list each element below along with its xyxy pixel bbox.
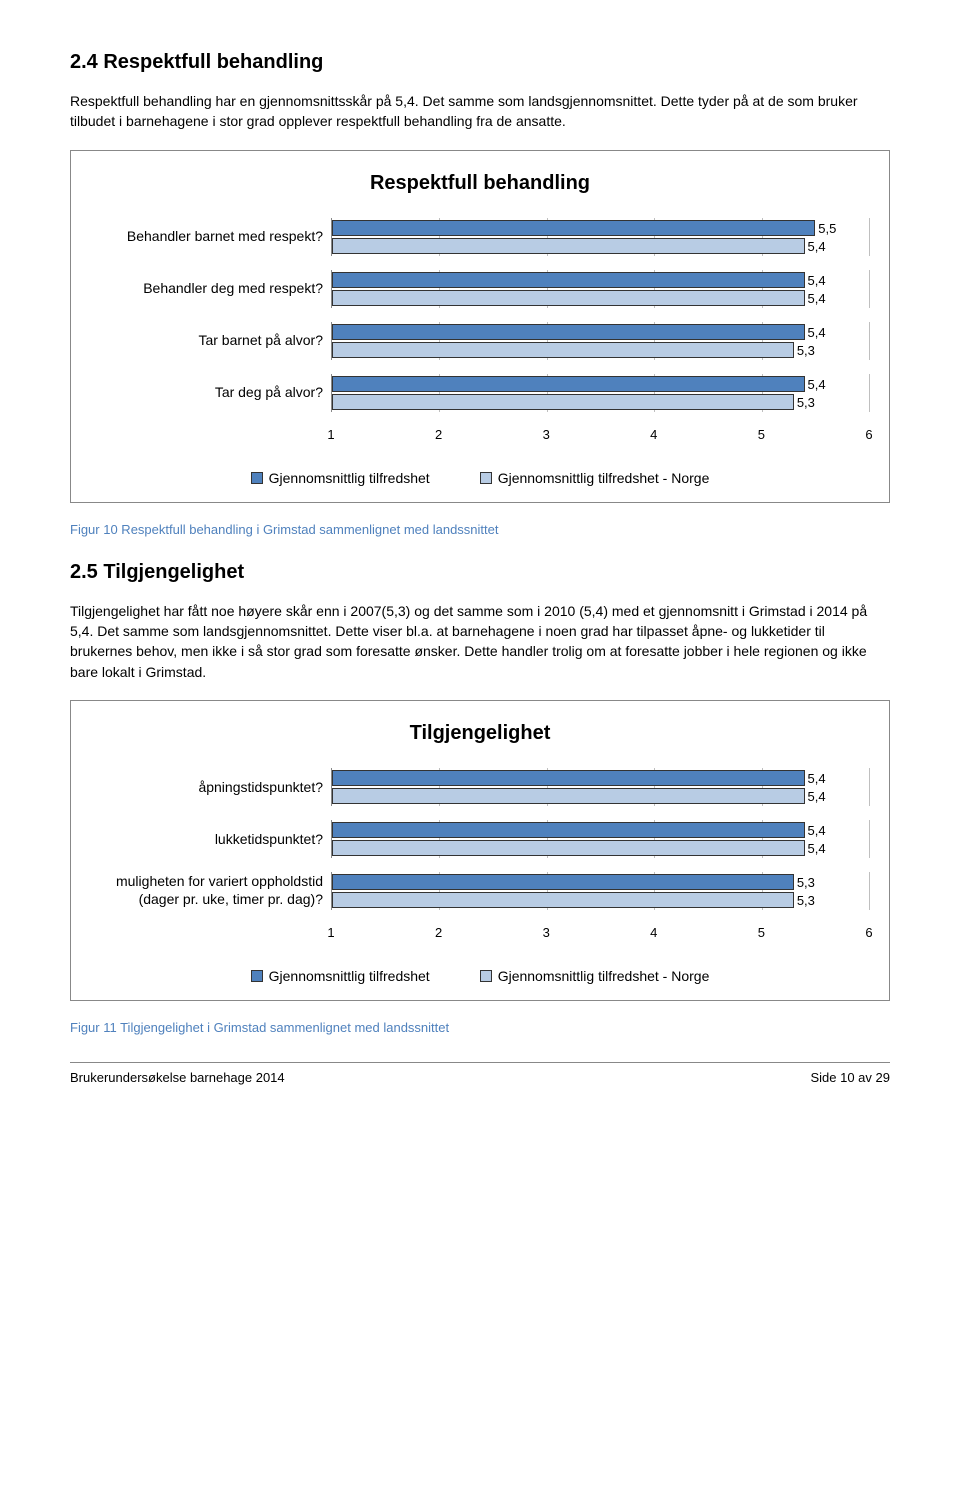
- chart-row: Behandler deg med respekt?5,45,4: [91, 270, 869, 308]
- page-footer: Brukerundersøkelse barnehage 2014 Side 1…: [70, 1062, 890, 1088]
- chart-row: Tar barnet på alvor?5,45,3: [91, 322, 869, 360]
- chart-category-label: lukketidspunktet?: [91, 829, 331, 849]
- x-tick-label: 3: [543, 924, 550, 943]
- bar-value-label: 5,4: [804, 841, 826, 857]
- x-tick-label: 6: [865, 426, 872, 445]
- footer-right: Side 10 av 29: [810, 1069, 890, 1088]
- x-tick-label: 2: [435, 924, 442, 943]
- legend-swatch-secondary-2: [480, 970, 492, 982]
- bar-secondary: 5,4: [332, 238, 805, 254]
- bar-value-label: 5,4: [804, 789, 826, 805]
- bar-value-label: 5,5: [814, 221, 836, 237]
- bar-primary: 5,4: [332, 770, 805, 786]
- chart2-title: Tilgjengelighet: [91, 719, 869, 748]
- footer-left: Brukerundersøkelse barnehage 2014: [70, 1069, 285, 1088]
- chart2-xaxis: 123456: [331, 924, 869, 942]
- bar-value-label: 5,3: [793, 395, 815, 411]
- bar-value-label: 5,4: [804, 325, 826, 341]
- chart-row: lukketidspunktet?5,45,4: [91, 820, 869, 858]
- bar-secondary: 5,4: [332, 788, 805, 804]
- x-tick-label: 2: [435, 426, 442, 445]
- chart2-legend: Gjennomsnittlig tilfredshet Gjennomsnitt…: [91, 966, 869, 986]
- chart-category-label: Behandler deg med respekt?: [91, 278, 331, 298]
- bar-primary: 5,4: [332, 376, 805, 392]
- x-tick-label: 4: [650, 924, 657, 943]
- chart-category-label: muligheten for variert oppholdstid (dage…: [91, 873, 331, 908]
- chart-category-label: Behandler barnet med respekt?: [91, 226, 331, 246]
- legend-label-primary: Gjennomsnittlig tilfredshet: [269, 468, 430, 488]
- legend-label-secondary-2: Gjennomsnittlig tilfredshet - Norge: [498, 966, 710, 986]
- bar-primary: 5,4: [332, 822, 805, 838]
- x-tick-label: 3: [543, 426, 550, 445]
- chart2-body: åpningstidspunktet?5,45,4lukketidspunkte…: [91, 768, 869, 910]
- bar-secondary: 5,3: [332, 394, 794, 410]
- chart-row: Behandler barnet med respekt?5,55,4: [91, 218, 869, 256]
- chart1-title: Respektfull behandling: [91, 169, 869, 198]
- legend-item-secondary: Gjennomsnittlig tilfredshet - Norge: [480, 468, 710, 488]
- bar-secondary: 5,3: [332, 342, 794, 358]
- bar-secondary: 5,4: [332, 290, 805, 306]
- intro-2-4: Respektfull behandling har en gjennomsni…: [70, 91, 890, 132]
- chart-category-label: åpningstidspunktet?: [91, 777, 331, 797]
- chart-category-label: Tar barnet på alvor?: [91, 330, 331, 350]
- bar-value-label: 5,3: [793, 875, 815, 891]
- bar-value-label: 5,4: [804, 377, 826, 393]
- x-tick-label: 6: [865, 924, 872, 943]
- x-tick-label: 4: [650, 426, 657, 445]
- bar-value-label: 5,4: [804, 239, 826, 255]
- heading-2-4: 2.4 Respektfull behandling: [70, 48, 890, 77]
- legend-swatch-primary-2: [251, 970, 263, 982]
- figure10-caption: Figur 10 Respektfull behandling i Grimst…: [70, 521, 890, 540]
- legend-item-primary: Gjennomsnittlig tilfredshet: [251, 468, 430, 488]
- x-tick-label: 1: [327, 924, 334, 943]
- bar-primary: 5,3: [332, 874, 794, 890]
- chart-category-label: Tar deg på alvor?: [91, 382, 331, 402]
- x-tick-label: 1: [327, 426, 334, 445]
- bar-primary: 5,4: [332, 272, 805, 288]
- legend-item-primary-2: Gjennomsnittlig tilfredshet: [251, 966, 430, 986]
- bar-primary: 5,4: [332, 324, 805, 340]
- bar-primary: 5,5: [332, 220, 815, 236]
- bar-value-label: 5,4: [804, 771, 826, 787]
- chart-tilgjengelighet: Tilgjengelighet åpningstidspunktet?5,45,…: [70, 700, 890, 1001]
- chart-respektfull: Respektfull behandling Behandler barnet …: [70, 150, 890, 503]
- figure11-caption: Figur 11 Tilgjengelighet i Grimstad samm…: [70, 1019, 890, 1038]
- x-tick-label: 5: [758, 924, 765, 943]
- legend-label-secondary: Gjennomsnittlig tilfredshet - Norge: [498, 468, 710, 488]
- legend-swatch-primary: [251, 472, 263, 484]
- bar-secondary: 5,3: [332, 892, 794, 908]
- bar-secondary: 5,4: [332, 840, 805, 856]
- bar-value-label: 5,4: [804, 823, 826, 839]
- chart1-legend: Gjennomsnittlig tilfredshet Gjennomsnitt…: [91, 468, 869, 488]
- legend-swatch-secondary: [480, 472, 492, 484]
- chart1-xaxis: 123456: [331, 426, 869, 444]
- bar-value-label: 5,3: [793, 893, 815, 909]
- chart1-body: Behandler barnet med respekt?5,55,4Behan…: [91, 218, 869, 412]
- bar-value-label: 5,3: [793, 343, 815, 359]
- bar-value-label: 5,4: [804, 291, 826, 307]
- chart-row: Tar deg på alvor?5,45,3: [91, 374, 869, 412]
- legend-label-primary-2: Gjennomsnittlig tilfredshet: [269, 966, 430, 986]
- bar-value-label: 5,4: [804, 273, 826, 289]
- chart-row: åpningstidspunktet?5,45,4: [91, 768, 869, 806]
- x-tick-label: 5: [758, 426, 765, 445]
- chart-row: muligheten for variert oppholdstid (dage…: [91, 872, 869, 910]
- heading-2-5: 2.5 Tilgjengelighet: [70, 558, 890, 587]
- legend-item-secondary-2: Gjennomsnittlig tilfredshet - Norge: [480, 966, 710, 986]
- intro-2-5: Tilgjengelighet har fått noe høyere skår…: [70, 601, 890, 682]
